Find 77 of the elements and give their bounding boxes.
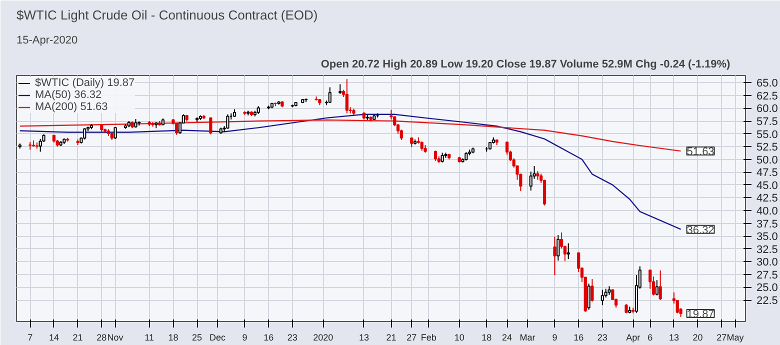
candlestick (345, 78, 348, 114)
chart-title: $WTIC Light Crude Oil - Continuous Contract (EOD) (16, 8, 318, 22)
candlestick (328, 86, 332, 104)
candlestick (556, 234, 560, 262)
x-tick-label: 18 (168, 332, 178, 342)
x-tick-label: 16 (264, 332, 274, 342)
y-tick-label: 50.0 (756, 154, 778, 166)
y-tick-label: 45.0 (756, 180, 778, 192)
y-tick-label: 60.0 (756, 103, 778, 116)
x-tick-label: 27 (406, 332, 417, 342)
x-tick-label: Feb (420, 332, 436, 342)
candlestick (440, 152, 444, 163)
x-tick-label: 24 (502, 332, 512, 342)
x-tick-label: Apr (626, 332, 640, 342)
x-tick-label: Mar (520, 332, 536, 342)
x-tick-label: 10 (454, 332, 464, 342)
x-tick-label: 9 (242, 332, 248, 342)
x-tick-label: 25 (192, 332, 202, 342)
x-tick-label: 16 (574, 332, 584, 342)
y-tick-label: 32.5 (756, 244, 778, 256)
x-tick-label: 28 (96, 332, 107, 342)
y-tick-label: 52.5 (756, 142, 778, 154)
candlestick (420, 140, 424, 152)
text: Open 20.72 High 20.89 Low 19.20 Close 19.87 Volume 52.9M Chg -0.24 (-1.19%) (320, 58, 731, 70)
x-tick-label: 23 (287, 332, 298, 342)
candlestick (624, 304, 628, 314)
x-tick-label: 9 (552, 332, 558, 342)
x-tick-label: 13 (358, 332, 369, 342)
candlestick (38, 138, 42, 152)
x-tick-label: Dec (209, 332, 226, 342)
y-tick-label: 37.5 (756, 218, 778, 230)
y-tick-label: 47.5 (756, 167, 778, 180)
x-tick-label: 20 (692, 332, 703, 342)
x-tick-label: May (726, 332, 744, 342)
x-tick-label: 11 (144, 332, 154, 342)
line-series (19, 114, 682, 230)
candlestick (553, 236, 556, 276)
candlestick (226, 114, 230, 130)
y-tick-label: 27.5 (756, 269, 778, 282)
legend-label: MA(50) 36.32 (35, 89, 102, 101)
y-tick-label: 55.0 (756, 128, 778, 141)
candlestick (175, 122, 178, 136)
x-tick-label: 2020 (313, 332, 334, 342)
candlestick (566, 242, 570, 260)
x-tick-label: 21 (386, 332, 396, 342)
x-tick-label: Nov (107, 332, 124, 342)
candlestick (600, 289, 604, 306)
x-tick-label: 14 (48, 332, 59, 342)
y-tick-label: 25.0 (756, 282, 778, 294)
x-tick-label: 18 (482, 332, 492, 342)
y-tick-label: 22.5 (756, 295, 778, 308)
candlestick (83, 128, 86, 140)
y-tick-label: 30.0 (756, 256, 778, 269)
y-tick-label: 65.0 (756, 78, 778, 90)
candlestick (587, 283, 590, 310)
y-tick-label: 62.5 (756, 90, 778, 102)
candlestick (434, 150, 438, 162)
candlestick (590, 278, 594, 302)
x-tick-label: 27 (716, 332, 727, 342)
x-tick-label: 23 (597, 332, 608, 342)
x-tick-label: 13 (668, 332, 679, 342)
y-tick-label: 35.0 (756, 231, 778, 244)
y-tick-label: 40.0 (756, 206, 778, 218)
candlestick (658, 270, 662, 301)
y-tick-label: 42.5 (756, 192, 778, 205)
x-tick-label: 21 (72, 332, 83, 342)
legend-label: MA(200) 51.63 (35, 101, 108, 113)
candlestick (655, 280, 658, 296)
x-tick-label: 6 (648, 332, 653, 342)
line-series (19, 119, 682, 152)
y-tick-label: 57.5 (756, 116, 778, 128)
candlestick (114, 126, 117, 140)
x-tick-label: 7 (28, 332, 33, 342)
candlestick (209, 116, 212, 135)
candlestick (338, 84, 342, 94)
legend-label: $WTIC (Daily) 19.87 (35, 77, 135, 89)
chart-subtitle: 15-Apr-2020 (16, 34, 78, 46)
